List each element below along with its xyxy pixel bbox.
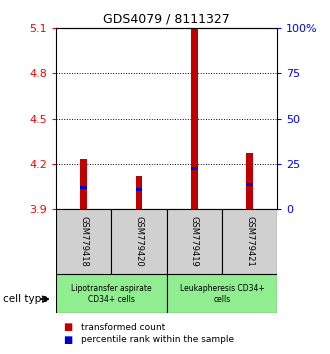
Bar: [56, 274, 167, 313]
Bar: [191, 28, 198, 209]
Text: transformed count: transformed count: [81, 323, 165, 332]
Text: GSM779421: GSM779421: [245, 216, 254, 267]
Title: GDS4079 / 8111327: GDS4079 / 8111327: [103, 13, 230, 26]
Bar: [222, 209, 277, 274]
Bar: [246, 153, 253, 209]
Bar: [191, 167, 198, 170]
Bar: [56, 209, 112, 274]
Text: GSM779419: GSM779419: [190, 216, 199, 267]
Bar: [81, 159, 87, 209]
Text: GSM779418: GSM779418: [79, 216, 88, 267]
Bar: [246, 183, 253, 187]
Text: cell type: cell type: [3, 294, 48, 304]
Bar: [136, 176, 142, 209]
Bar: [136, 188, 142, 191]
Bar: [112, 209, 167, 274]
Text: GSM779420: GSM779420: [135, 216, 144, 267]
Text: percentile rank within the sample: percentile rank within the sample: [81, 335, 234, 344]
Text: ■: ■: [63, 322, 72, 332]
Text: Leukapheresis CD34+
cells: Leukapheresis CD34+ cells: [180, 284, 264, 303]
Bar: [167, 274, 277, 313]
Bar: [167, 209, 222, 274]
Bar: [81, 186, 87, 189]
Text: Lipotransfer aspirate
CD34+ cells: Lipotransfer aspirate CD34+ cells: [71, 284, 152, 303]
Text: ■: ■: [63, 335, 72, 345]
